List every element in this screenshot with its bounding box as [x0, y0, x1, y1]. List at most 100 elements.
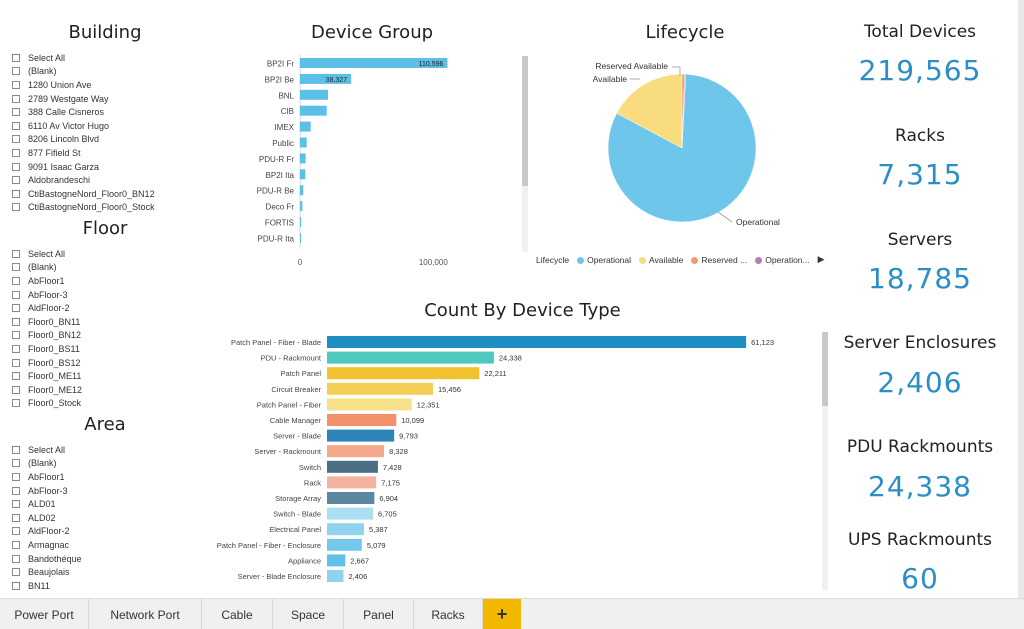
checkbox[interactable] — [12, 568, 20, 577]
slicer-item[interactable]: AbFloor-3 — [12, 288, 82, 302]
slicer-item[interactable]: Floor0_ME12 — [12, 383, 82, 397]
slicer-item[interactable]: AbFloor1 — [12, 470, 82, 484]
slicer-item[interactable]: Floor0_BS12 — [12, 356, 82, 370]
checkbox[interactable] — [12, 203, 20, 212]
bar — [327, 367, 480, 380]
slicer-item[interactable]: Select All — [12, 247, 82, 261]
checkbox[interactable] — [12, 399, 20, 408]
checkbox[interactable] — [12, 94, 20, 103]
checkbox[interactable] — [12, 80, 20, 89]
checkbox[interactable] — [12, 486, 20, 495]
legend-available[interactable]: Available — [639, 255, 683, 265]
slicer-item[interactable]: Aldobrandeschi — [12, 173, 155, 187]
checkbox[interactable] — [12, 189, 20, 198]
slicer-item[interactable]: AldFloor-2 — [12, 525, 82, 539]
slicer-item[interactable]: 2789 Westgate Way — [12, 92, 155, 106]
slicer-item[interactable]: 388 Calle Cisneros — [12, 105, 155, 119]
category-label: PDU-R Ita — [258, 234, 295, 243]
checkbox[interactable] — [12, 276, 20, 285]
slicer-item[interactable]: 9091 Isaac Garza — [12, 160, 155, 174]
floor-slicer[interactable]: Select All (Blank) AbFloor1 AbFloor-3 AldFlo… — [12, 247, 82, 410]
slicer-item[interactable]: 1280 Union Ave — [12, 78, 155, 92]
checkbox[interactable] — [12, 527, 20, 536]
checkbox[interactable] — [12, 459, 20, 468]
device-group-scrollbar[interactable] — [522, 56, 528, 252]
slicer-item[interactable]: Beaujolais — [12, 565, 82, 579]
checkbox[interactable] — [12, 249, 20, 258]
slicer-item[interactable]: BN11 — [12, 579, 82, 593]
tick-label: 0 — [325, 593, 329, 594]
slicer-item[interactable]: (Blank) — [12, 457, 82, 471]
slicer-item[interactable]: AldFloor-2 — [12, 301, 82, 315]
checkbox[interactable] — [12, 317, 20, 326]
tab-cable[interactable]: Cable — [202, 599, 273, 629]
legend-reserved[interactable]: Reserved ... — [691, 255, 747, 265]
device-type-chart[interactable]: Patch Panel - Fiber - Blade 61,123 PDU - R… — [200, 328, 820, 594]
slicer-item[interactable]: ALD02 — [12, 511, 82, 525]
checkbox[interactable] — [12, 513, 20, 522]
checkbox[interactable] — [12, 67, 20, 76]
slicer-item[interactable]: ALD01 — [12, 497, 82, 511]
checkbox[interactable] — [12, 540, 20, 549]
slicer-item[interactable]: Floor0_Stock — [12, 397, 82, 411]
slicer-item[interactable]: 6110 Av Victor Hugo — [12, 119, 155, 133]
checkbox[interactable] — [12, 331, 20, 340]
device-type-scroll-thumb[interactable] — [822, 332, 828, 406]
checkbox[interactable] — [12, 290, 20, 299]
legend-other[interactable]: Operation... — [755, 255, 810, 265]
slicer-item[interactable]: CtiBastogneNord_Floor0_Stock — [12, 201, 155, 215]
checkbox[interactable] — [12, 162, 20, 171]
slicer-item[interactable]: (Blank) — [12, 261, 82, 275]
slicer-item[interactable]: Select All — [12, 443, 82, 457]
slicer-item[interactable]: 877 Fifield St — [12, 146, 155, 160]
slicer-item[interactable]: 8206 Lincoln Blvd — [12, 133, 155, 147]
area-slicer[interactable]: Select All (Blank) AbFloor1 AbFloor-3 ALD01 A… — [12, 443, 82, 593]
building-slicer[interactable]: Select All (Blank) 1280 Union Ave 2789 West… — [12, 51, 155, 214]
slicer-item[interactable]: Select All — [12, 51, 155, 65]
count-by-device-type-title: Count By Device Type — [424, 300, 621, 321]
slicer-item[interactable]: Floor0_BN12 — [12, 329, 82, 343]
device-type-scrollbar[interactable] — [822, 332, 828, 590]
slicer-item[interactable]: Bandothéque — [12, 552, 82, 566]
checkbox[interactable] — [12, 581, 20, 590]
checkbox[interactable] — [12, 53, 20, 62]
checkbox[interactable] — [12, 358, 20, 367]
checkbox[interactable] — [12, 263, 20, 272]
slicer-item[interactable]: (Blank) — [12, 65, 155, 79]
checkbox[interactable] — [12, 148, 20, 157]
slicer-item-label: 877 Fifield St — [28, 147, 81, 158]
checkbox[interactable] — [12, 121, 20, 130]
checkbox[interactable] — [12, 176, 20, 185]
checkbox[interactable] — [12, 472, 20, 481]
category-label: PDU-R Be — [257, 187, 295, 196]
checkbox[interactable] — [12, 445, 20, 454]
checkbox[interactable] — [12, 304, 20, 313]
add-page-button[interactable]: + — [483, 599, 521, 629]
page-scrollbar[interactable] — [1018, 0, 1024, 598]
device-group-chart[interactable]: BP2I Fr 110,596 BP2I Be 38,327 BNL CIB IMEX Pub… — [210, 52, 510, 272]
checkbox[interactable] — [12, 372, 20, 381]
tab-power-port[interactable]: Power Port — [0, 599, 89, 629]
legend-next-arrow-icon[interactable]: ▶ — [817, 254, 825, 264]
slicer-item[interactable]: Floor0_ME11 — [12, 369, 82, 383]
slicer-item[interactable]: Floor0_BS11 — [12, 342, 82, 356]
checkbox[interactable] — [12, 344, 20, 353]
tab-panel[interactable]: Panel — [344, 599, 414, 629]
slicer-item[interactable]: AbFloor1 — [12, 274, 82, 288]
slicer-item[interactable]: Armagnac — [12, 538, 82, 552]
slicer-item[interactable]: Floor0_BN11 — [12, 315, 82, 329]
checkbox[interactable] — [12, 500, 20, 509]
lifecycle-chart[interactable]: Reserved Available Available Operational — [560, 52, 830, 247]
tab-racks[interactable]: Racks — [414, 599, 483, 629]
checkbox[interactable] — [12, 385, 20, 394]
checkbox[interactable] — [12, 554, 20, 563]
slicer-item[interactable]: CtiBastogneNord_Floor0_BN12 — [12, 187, 155, 201]
checkbox[interactable] — [12, 135, 20, 144]
tab-network-port[interactable]: Network Port — [89, 599, 202, 629]
category-label: Server - Blade Enclosure — [238, 572, 321, 581]
slicer-item[interactable]: AbFloor-3 — [12, 484, 82, 498]
device-group-scroll-thumb[interactable] — [522, 56, 528, 186]
tab-space[interactable]: Space — [273, 599, 344, 629]
checkbox[interactable] — [12, 108, 20, 117]
legend-operational[interactable]: Operational — [577, 255, 631, 265]
